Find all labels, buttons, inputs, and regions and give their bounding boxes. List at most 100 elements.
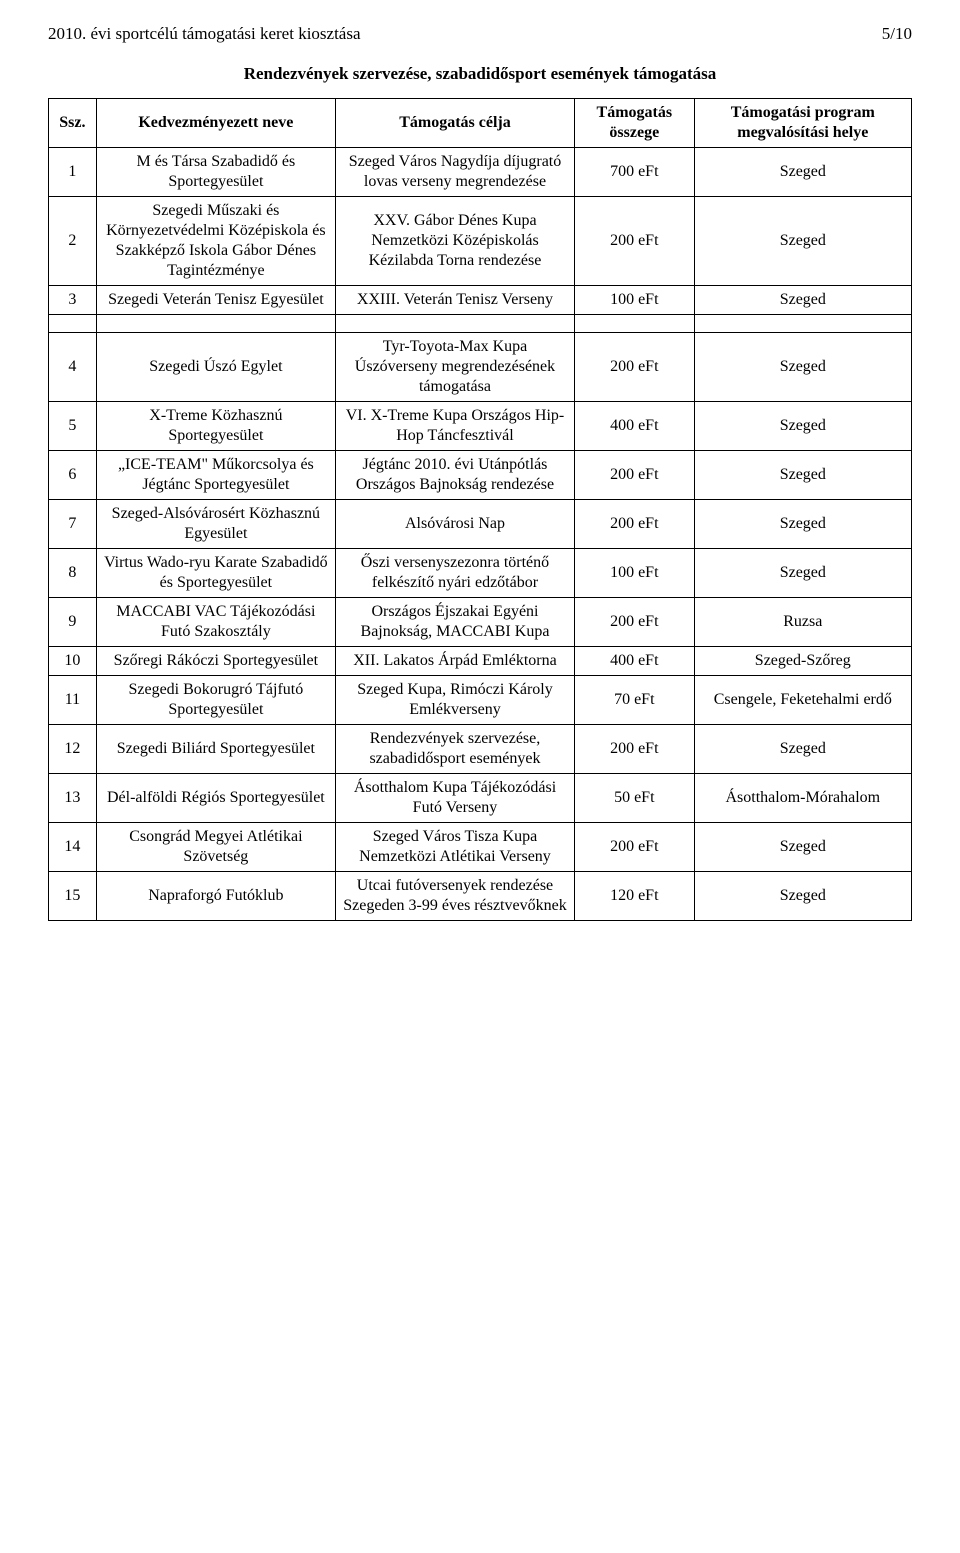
cell-amount: 400 eFt xyxy=(575,402,695,451)
col-index: Ssz. xyxy=(49,99,97,148)
cell-purpose: Szeged Város Nagydíja díjugrató lovas ve… xyxy=(335,148,574,197)
cell-name: X-Treme Közhasznú Sportegyesület xyxy=(96,402,335,451)
cell-n: 7 xyxy=(49,500,97,549)
cell-n: 11 xyxy=(49,676,97,725)
col-name: Kedvezményezett neve xyxy=(96,99,335,148)
table-row: 14Csongrád Megyei Atlétikai SzövetségSze… xyxy=(49,823,912,872)
cell-name: „ICE-TEAM" Műkorcsolya és Jégtánc Sporte… xyxy=(96,451,335,500)
cell-purpose: Alsóvárosi Nap xyxy=(335,500,574,549)
cell-name: MACCABI VAC Tájékozódási Futó Szakosztál… xyxy=(96,598,335,647)
cell-n: 8 xyxy=(49,549,97,598)
table-row: 1M és Társa Szabadidő és SportegyesületS… xyxy=(49,148,912,197)
cell-purpose: Utcai futóversenyek rendezése Szegeden 3… xyxy=(335,872,574,921)
cell-n: 12 xyxy=(49,725,97,774)
cell-purpose: Rendezvények szervezése, szabadidősport … xyxy=(335,725,574,774)
cell-name: M és Társa Szabadidő és Sportegyesület xyxy=(96,148,335,197)
cell-place: Ásotthalom-Mórahalom xyxy=(694,774,911,823)
cell-amount: 200 eFt xyxy=(575,451,695,500)
cell-place: Szeged xyxy=(694,402,911,451)
cell-purpose: Őszi versenyszezonra történő felkészítő … xyxy=(335,549,574,598)
cell-purpose: XXV. Gábor Dénes Kupa Nemzetközi Középis… xyxy=(335,197,574,286)
cell-place: Szeged-Szőreg xyxy=(694,647,911,676)
cell-purpose: Jégtánc 2010. évi Utánpótlás Országos Ba… xyxy=(335,451,574,500)
cell-name: Szegedi Bokorugró Tájfutó Sportegyesület xyxy=(96,676,335,725)
table-row: 13Dél-alföldi Régiós SportegyesületÁsott… xyxy=(49,774,912,823)
cell-place: Ruzsa xyxy=(694,598,911,647)
cell-amount: 700 eFt xyxy=(575,148,695,197)
cell-name: Virtus Wado-ryu Karate Szabadidő és Spor… xyxy=(96,549,335,598)
cell-amount: 200 eFt xyxy=(575,500,695,549)
cell-name: Szegedi Biliárd Sportegyesület xyxy=(96,725,335,774)
table-header-row: Ssz. Kedvezményezett neve Támogatás célj… xyxy=(49,99,912,148)
cell-place: Szeged xyxy=(694,148,911,197)
cell-purpose: VI. X-Treme Kupa Országos Hip-Hop Táncfe… xyxy=(335,402,574,451)
cell-n: 1 xyxy=(49,148,97,197)
cell-amount: 400 eFt xyxy=(575,647,695,676)
table-row: 2Szegedi Műszaki és Környezetvédelmi Köz… xyxy=(49,197,912,286)
cell-amount: 200 eFt xyxy=(575,823,695,872)
cell-n: 3 xyxy=(49,286,97,315)
cell-n: 14 xyxy=(49,823,97,872)
cell-purpose: Országos Éjszakai Egyéni Bajnokság, MACC… xyxy=(335,598,574,647)
header-page-number: 5/10 xyxy=(882,24,912,44)
cell-amount: 50 eFt xyxy=(575,774,695,823)
cell-amount: 200 eFt xyxy=(575,598,695,647)
cell-place: Szeged xyxy=(694,197,911,286)
table-row: 15Napraforgó FutóklubUtcai futóversenyek… xyxy=(49,872,912,921)
table-row: 9MACCABI VAC Tájékozódási Futó Szakosztá… xyxy=(49,598,912,647)
page-header: 2010. évi sportcélú támogatási keret kio… xyxy=(48,24,912,44)
cell-amount: 100 eFt xyxy=(575,286,695,315)
cell-amount: 70 eFt xyxy=(575,676,695,725)
cell-n: 2 xyxy=(49,197,97,286)
header-title: 2010. évi sportcélú támogatási keret kio… xyxy=(48,24,361,44)
col-place: Támogatási program megvalósítási helye xyxy=(694,99,911,148)
support-table: Ssz. Kedvezményezett neve Támogatás célj… xyxy=(48,98,912,921)
table-row: 4Szegedi Úszó EgyletTyr-Toyota-Max Kupa … xyxy=(49,333,912,402)
table-gap-row xyxy=(49,315,912,333)
cell-purpose: XXIII. Veterán Tenisz Verseny xyxy=(335,286,574,315)
col-purpose: Támogatás célja xyxy=(335,99,574,148)
cell-place: Szeged xyxy=(694,549,911,598)
cell-n: 5 xyxy=(49,402,97,451)
cell-name: Szeged-Alsóvárosért Közhasznú Egyesület xyxy=(96,500,335,549)
section-subtitle: Rendezvények szervezése, szabadidősport … xyxy=(48,64,912,84)
cell-name: Szegedi Úszó Egylet xyxy=(96,333,335,402)
table-row: 8Virtus Wado-ryu Karate Szabadidő és Spo… xyxy=(49,549,912,598)
cell-name: Dél-alföldi Régiós Sportegyesület xyxy=(96,774,335,823)
cell-amount: 200 eFt xyxy=(575,197,695,286)
cell-place: Szeged xyxy=(694,823,911,872)
cell-place: Szeged xyxy=(694,872,911,921)
cell-amount: 200 eFt xyxy=(575,725,695,774)
cell-place: Szeged xyxy=(694,725,911,774)
cell-purpose: Tyr-Toyota-Max Kupa Úszóverseny megrende… xyxy=(335,333,574,402)
cell-name: Szőregi Rákóczi Sportegyesület xyxy=(96,647,335,676)
cell-amount: 100 eFt xyxy=(575,549,695,598)
col-amount: Támogatás összege xyxy=(575,99,695,148)
cell-name: Szegedi Műszaki és Környezetvédelmi Közé… xyxy=(96,197,335,286)
cell-n: 9 xyxy=(49,598,97,647)
table-row: 11Szegedi Bokorugró Tájfutó Sportegyesül… xyxy=(49,676,912,725)
cell-n: 4 xyxy=(49,333,97,402)
table-row: 5X-Treme Közhasznú SportegyesületVI. X-T… xyxy=(49,402,912,451)
cell-amount: 200 eFt xyxy=(575,333,695,402)
cell-purpose: Szeged Város Tisza Kupa Nemzetközi Atlét… xyxy=(335,823,574,872)
cell-purpose: Szeged Kupa, Rimóczi Károly Emlékverseny xyxy=(335,676,574,725)
cell-n: 6 xyxy=(49,451,97,500)
cell-place: Szeged xyxy=(694,333,911,402)
table-row: 3Szegedi Veterán Tenisz EgyesületXXIII. … xyxy=(49,286,912,315)
table-row: 7Szeged-Alsóvárosért Közhasznú Egyesület… xyxy=(49,500,912,549)
table-row: 12Szegedi Biliárd SportegyesületRendezvé… xyxy=(49,725,912,774)
cell-name: Csongrád Megyei Atlétikai Szövetség xyxy=(96,823,335,872)
cell-place: Csengele, Feketehalmi erdő xyxy=(694,676,911,725)
cell-n: 15 xyxy=(49,872,97,921)
cell-place: Szeged xyxy=(694,451,911,500)
cell-place: Szeged xyxy=(694,286,911,315)
cell-amount: 120 eFt xyxy=(575,872,695,921)
table-row: 6„ICE-TEAM" Műkorcsolya és Jégtánc Sport… xyxy=(49,451,912,500)
cell-purpose: Ásotthalom Kupa Tájékozódási Futó Versen… xyxy=(335,774,574,823)
cell-n: 10 xyxy=(49,647,97,676)
table-row: 10Szőregi Rákóczi SportegyesületXII. Lak… xyxy=(49,647,912,676)
cell-n: 13 xyxy=(49,774,97,823)
cell-name: Szegedi Veterán Tenisz Egyesület xyxy=(96,286,335,315)
cell-name: Napraforgó Futóklub xyxy=(96,872,335,921)
